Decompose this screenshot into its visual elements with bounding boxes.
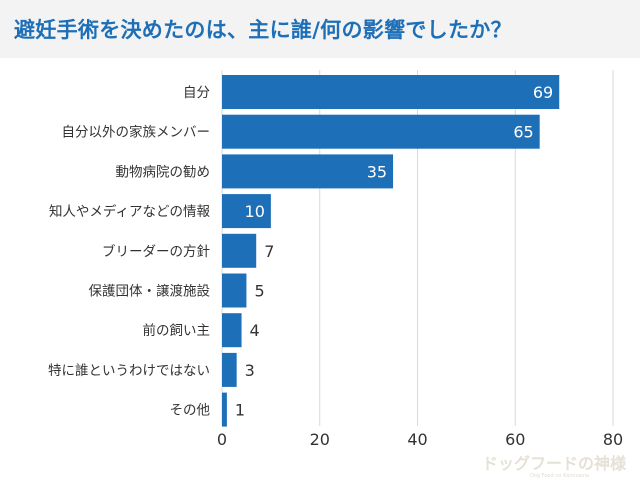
bar xyxy=(222,194,271,229)
value-label: 3 xyxy=(245,361,255,380)
x-tick-label: 40 xyxy=(407,430,427,449)
category-label: その他 xyxy=(170,403,211,419)
value-label: 4 xyxy=(250,321,260,340)
value-label: 65 xyxy=(513,123,533,142)
category-label: 自分以外の家族メンバー xyxy=(62,124,211,141)
value-label: 69 xyxy=(533,83,553,102)
x-tick-label: 80 xyxy=(603,430,623,449)
bar xyxy=(222,75,560,109)
category-label: 自分 xyxy=(183,85,210,101)
bar xyxy=(222,392,227,427)
category-label: 知人やメディアなどの情報 xyxy=(49,203,211,220)
category-label: 特に誰というわけではない xyxy=(48,363,210,379)
title-band xyxy=(0,0,640,58)
chart-title: 避妊手術を決めたのは、主に誰/何の影響でしたか？ xyxy=(14,18,512,42)
bar xyxy=(222,352,237,387)
value-label: 10 xyxy=(245,202,265,221)
category-label: 保護団体・譲渡施設 xyxy=(89,284,211,300)
value-label: 35 xyxy=(367,162,387,181)
bar xyxy=(222,313,242,348)
bar xyxy=(222,273,247,308)
x-tick-label: 20 xyxy=(310,430,330,449)
x-tick-label: 60 xyxy=(505,430,525,449)
value-label: 1 xyxy=(235,401,245,420)
bar xyxy=(222,233,257,268)
bar xyxy=(222,154,394,189)
category-label: 動物病院の勧め xyxy=(116,163,211,180)
value-label: 5 xyxy=(254,282,264,301)
value-label: 7 xyxy=(264,242,274,261)
logo-watermark: ドッグフードの神様 xyxy=(482,454,627,473)
bar xyxy=(222,114,540,149)
category-label: ブリーダーの方針 xyxy=(102,243,210,260)
category-label: 前の飼い主 xyxy=(143,322,211,339)
logo-subtitle: Dog Food no Kamisama xyxy=(530,473,590,479)
x-tick-label: 0 xyxy=(217,430,227,449)
